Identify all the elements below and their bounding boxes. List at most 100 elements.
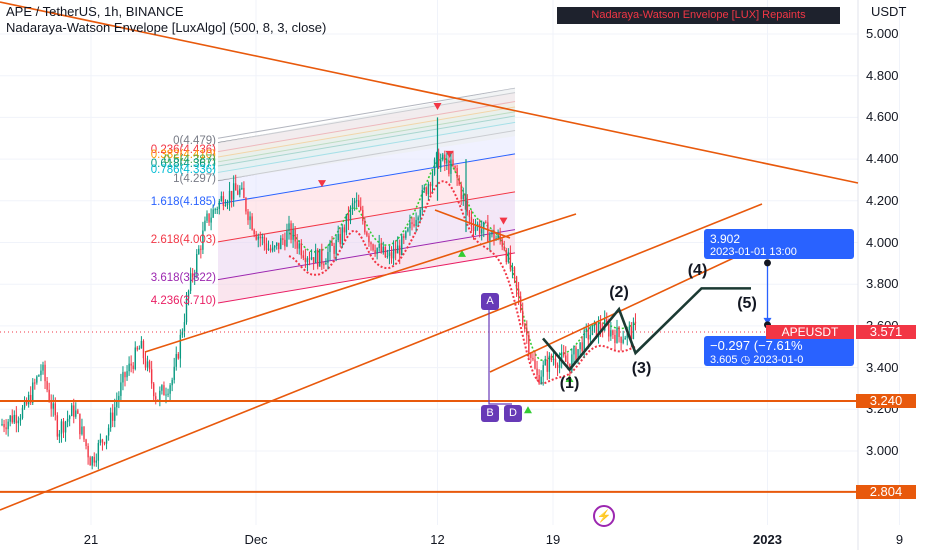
candle-body bbox=[241, 187, 243, 189]
candle-body bbox=[503, 246, 505, 250]
candle-body bbox=[487, 222, 489, 242]
candle-body bbox=[169, 385, 171, 394]
indicator-legend[interactable]: Nadaraya-Watson Envelope [LuxAlgo] (500,… bbox=[6, 20, 327, 35]
candle-body bbox=[364, 221, 366, 233]
candle-body bbox=[15, 414, 18, 424]
pattern-point-d: D bbox=[504, 405, 522, 422]
candle-body bbox=[399, 245, 401, 255]
candle-body bbox=[183, 322, 186, 332]
candle-body bbox=[204, 220, 206, 231]
candle-body bbox=[425, 187, 428, 195]
candle-body bbox=[38, 375, 40, 377]
candle-body bbox=[595, 322, 598, 338]
candle-body bbox=[444, 154, 446, 164]
resistance-trendline[interactable] bbox=[0, 1, 859, 184]
candle-body bbox=[7, 421, 9, 430]
pattern-point-a: A bbox=[481, 293, 499, 310]
candle-body bbox=[610, 330, 612, 337]
candle-body bbox=[42, 364, 44, 371]
ascending-support-line[interactable] bbox=[0, 203, 763, 511]
fib-band bbox=[218, 153, 515, 242]
flash-icon[interactable]: ⚡ bbox=[593, 505, 615, 527]
sell-signal-marker bbox=[318, 180, 326, 188]
candle-body bbox=[458, 177, 460, 185]
candle-body bbox=[421, 190, 423, 210]
candle-body bbox=[155, 396, 157, 400]
candle-body bbox=[159, 390, 161, 402]
candle-body bbox=[560, 352, 563, 361]
abd-pattern-line[interactable] bbox=[488, 302, 512, 405]
candle-body bbox=[142, 340, 145, 359]
short-resistance-line[interactable] bbox=[434, 209, 511, 239]
candle-body bbox=[321, 248, 323, 265]
candle-body bbox=[405, 231, 407, 238]
candle-body bbox=[224, 205, 227, 207]
channel-upper-line[interactable] bbox=[144, 213, 577, 353]
candle-body bbox=[105, 435, 108, 444]
fib-level-label: 1.618(4.185) bbox=[150, 195, 216, 208]
candle-body bbox=[423, 187, 425, 191]
candle-body bbox=[548, 355, 551, 372]
candle-body bbox=[64, 421, 67, 433]
candle-body bbox=[530, 353, 532, 358]
time-tick: 12 bbox=[430, 532, 445, 547]
candle-body bbox=[23, 400, 26, 408]
candle-body bbox=[630, 326, 633, 340]
candle-body bbox=[206, 213, 208, 221]
candle-body bbox=[456, 168, 458, 178]
candle-body bbox=[237, 190, 239, 195]
candle-body bbox=[134, 347, 136, 369]
candle-body bbox=[269, 248, 272, 251]
projection-start-label[interactable]: 3.902 2023-01-01 13:00 bbox=[704, 229, 854, 259]
candle-body bbox=[25, 400, 28, 405]
candle-body bbox=[403, 236, 405, 238]
elliott-wave-path[interactable] bbox=[542, 287, 751, 372]
candle-body bbox=[58, 433, 61, 437]
candle-body bbox=[181, 331, 184, 335]
candle-body bbox=[222, 196, 225, 206]
candle-body bbox=[624, 337, 626, 340]
fib-level-label: 0.618(4.367) bbox=[150, 157, 216, 170]
price-tick: 5.000 bbox=[866, 26, 899, 41]
fib-level-label: 4.236(3.710) bbox=[150, 294, 216, 307]
candle-body bbox=[538, 374, 540, 384]
candle-body bbox=[517, 288, 520, 297]
projection-end-label[interactable]: −0.297 (−7.61% 3.605 ◷ 2023-01-0 bbox=[704, 336, 854, 366]
candle-body bbox=[499, 234, 501, 240]
candle-body bbox=[220, 196, 223, 201]
candle-body bbox=[83, 426, 85, 440]
candle-body bbox=[263, 236, 266, 244]
candle-body bbox=[66, 418, 69, 422]
candle-body bbox=[433, 159, 436, 175]
projection-anchor-top[interactable] bbox=[764, 259, 771, 267]
candle-body bbox=[575, 347, 577, 361]
candle-body bbox=[296, 241, 298, 249]
drawings bbox=[488, 259, 772, 405]
candle-body bbox=[50, 401, 52, 409]
fib-level-label: 0(4.479) bbox=[173, 134, 216, 147]
wave-label: (5) bbox=[737, 295, 757, 313]
candle-body bbox=[460, 184, 462, 200]
price-tick: 3.000 bbox=[866, 443, 899, 458]
candle-body bbox=[378, 243, 380, 249]
price-tick: 4.600 bbox=[866, 109, 899, 125]
candle-body bbox=[9, 415, 11, 422]
candle-body bbox=[249, 216, 251, 221]
candle-body bbox=[366, 232, 368, 236]
candle-body bbox=[128, 363, 130, 372]
candle-body bbox=[483, 221, 485, 230]
candle-body bbox=[384, 246, 387, 257]
candle-body bbox=[542, 365, 544, 377]
symbol-title[interactable]: APE / TetherUS, 1h, BINANCE bbox=[6, 4, 184, 19]
candle-body bbox=[161, 385, 163, 391]
candle-body bbox=[187, 290, 190, 299]
candle-body bbox=[132, 365, 134, 369]
candle-body bbox=[343, 227, 346, 233]
candle-body bbox=[126, 371, 128, 378]
projection-bottom-price: 3.605 bbox=[710, 354, 738, 366]
wave-label: (2) bbox=[609, 284, 629, 302]
candle-body bbox=[540, 376, 542, 384]
candle-body bbox=[497, 234, 499, 239]
